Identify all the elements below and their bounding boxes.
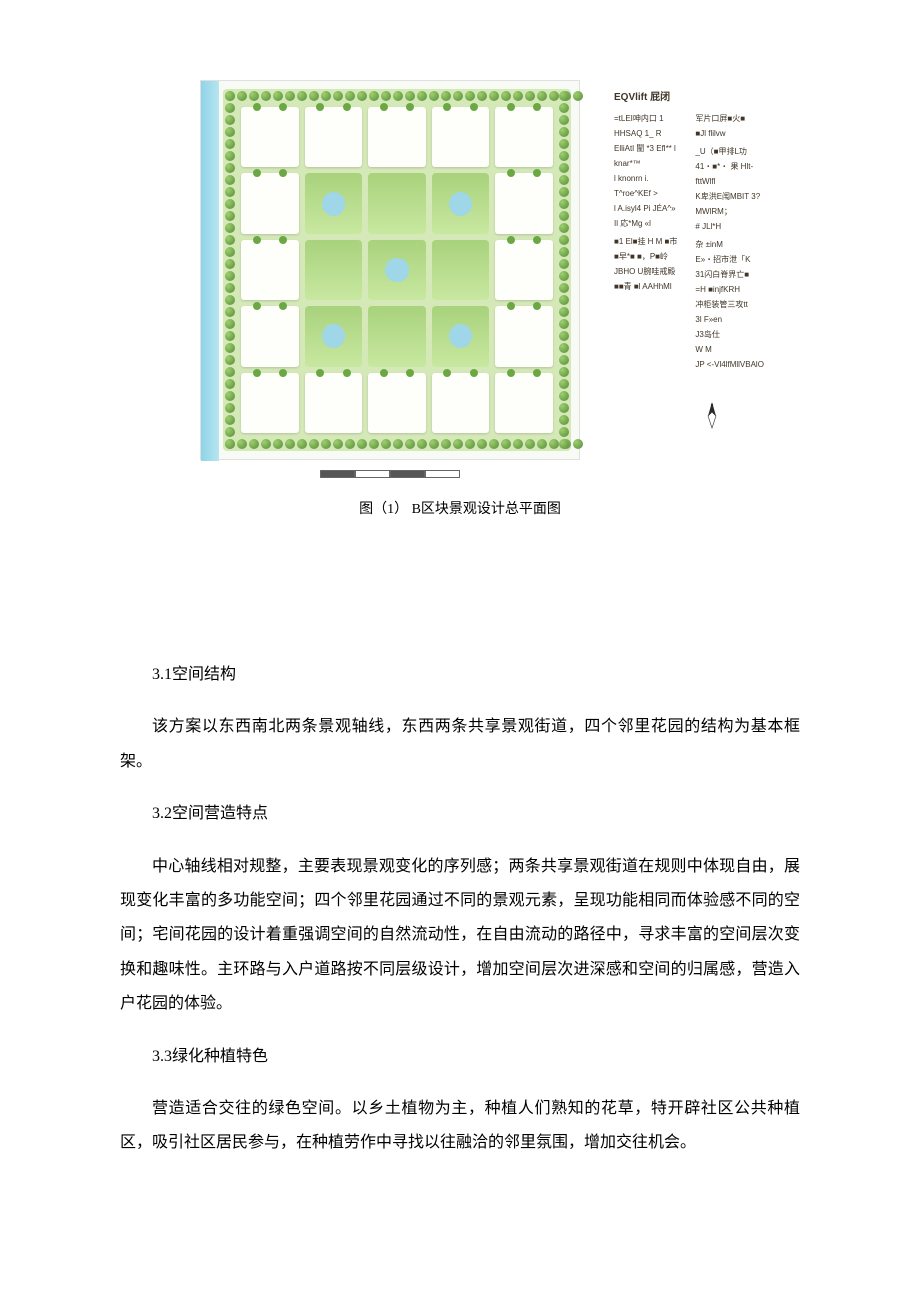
legend-item: fttWlfl — [695, 176, 764, 188]
legend: EQVlift 屁闭 =tLEI呻内口 1 HHSAQ 1_ R ElliAtl 闉… — [614, 88, 854, 371]
courtyard — [305, 306, 363, 366]
legend-item: Il 応*Mg «l — [614, 218, 677, 230]
legend-item: ■早*■ ■，P■岭 — [614, 251, 677, 263]
water-feature — [385, 258, 408, 282]
legend-title: EQVlift 屁闭 — [614, 88, 854, 103]
legend-item: J3岛仕 — [695, 329, 764, 341]
legend-item: ■1 El■挂 H M ■市 — [614, 236, 677, 248]
building-block — [241, 107, 299, 167]
site-plan-image — [200, 80, 580, 460]
section-heading-3-2: 3.2空间营造特点 — [120, 797, 800, 831]
section-heading-3-3: 3.3绿化种植特色 — [120, 1040, 800, 1074]
tree-border-bottom — [225, 439, 569, 449]
legend-item: l A.isyl4 Pi JÉA^» — [614, 203, 677, 215]
legend-item: HHSAQ 1_ R — [614, 128, 677, 140]
figure-caption: 图（1） B区块景观设计总平面图 — [0, 498, 920, 518]
tree-border-right — [559, 91, 569, 449]
section-para-3-3: 营造适合交往的绿色空间。以乡土植物为主，种植人们熟知的花草，特开辟社区公共种植区… — [120, 1092, 800, 1161]
courtyard — [368, 173, 426, 233]
legend-item: =tLEI呻内口 1 — [614, 113, 677, 125]
building-block — [305, 107, 363, 167]
plan-inner — [223, 89, 571, 451]
section-heading-3-1: 3.1空间结构 — [120, 658, 800, 692]
legend-item: JBHO U腕哇戒殿 — [614, 266, 677, 278]
courtyard — [305, 173, 363, 233]
legend-item: ElliAtl 闉 *3 Efl** l — [614, 143, 677, 155]
building-block — [241, 306, 299, 366]
courtyard — [432, 240, 490, 300]
legend-column-1: =tLEI呻内口 1 HHSAQ 1_ R ElliAtl 闉 *3 Efl** l… — [614, 113, 677, 371]
courtyard — [368, 306, 426, 366]
legend-item: JP <-Vl4lfMllVBAlO — [695, 359, 764, 371]
legend-column-2: 军片口屛■火■ ■Jl flilvw _U（■甲排L功 41・■*・ 果 Hlt-ft… — [695, 113, 764, 371]
legend-item: ■Jl flilvw — [695, 128, 764, 140]
central-plaza — [368, 240, 426, 300]
building-block — [368, 107, 426, 167]
building-block — [432, 373, 490, 433]
building-grid — [241, 107, 553, 433]
water-feature — [449, 324, 472, 348]
section-para-3-1: 该方案以东西南北两条景观轴线，东西两条共享景观街道，四个邻里花园的结构为基本框架… — [120, 710, 800, 779]
legend-item: 41・■*・ 果 Hlt- — [695, 161, 764, 173]
river-strip — [201, 81, 219, 461]
courtyard — [432, 173, 490, 233]
site-plan-figure — [200, 80, 580, 460]
building-block — [241, 173, 299, 233]
legend-item: E»・招市泄「K — [695, 254, 764, 266]
legend-item: 杂 ±inM — [695, 239, 764, 251]
section-para-3-2: 中心轴线相对规整，主要表现景观变化的序列感；两条共享景观街道在规则中体现自由，展… — [120, 850, 800, 1022]
building-block — [241, 373, 299, 433]
legend-item: K卑洪E闱MBIT 3? — [695, 191, 764, 203]
legend-item: ■■青 ■l AAHhMl — [614, 281, 677, 293]
legend-item: _U（■甲排L功 — [695, 146, 764, 158]
legend-item: 3l F»en — [695, 314, 764, 326]
legend-item: MWlRM； — [695, 206, 764, 218]
building-block — [495, 107, 553, 167]
legend-item: T^roe^KEf > — [614, 188, 677, 200]
building-block — [241, 240, 299, 300]
tree-border-left — [225, 91, 235, 449]
legend-item: 冲柜装管三攻tt — [695, 299, 764, 311]
legend-item: W M — [695, 344, 764, 356]
legend-item: # JLl*H — [695, 221, 764, 233]
legend-columns: =tLEI呻内口 1 HHSAQ 1_ R ElliAtl 闉 *3 Efl** l… — [614, 113, 854, 371]
building-block — [495, 373, 553, 433]
building-block — [432, 107, 490, 167]
tree-border-top — [225, 91, 569, 101]
water-feature — [449, 192, 472, 216]
building-block — [495, 173, 553, 233]
scale-bar — [320, 470, 460, 478]
water-feature — [322, 324, 345, 348]
courtyard — [305, 240, 363, 300]
body-text: 3.1空间结构 该方案以东西南北两条景观轴线，东西两条共享景观街道，四个邻里花园… — [120, 640, 800, 1161]
legend-item: 军片口屛■火■ — [695, 113, 764, 125]
water-feature — [322, 192, 345, 216]
legend-item: =H ■injfKRH — [695, 284, 764, 296]
building-block — [305, 373, 363, 433]
north-arrow-icon — [700, 400, 724, 430]
legend-item: 31闪白脊界亡■ — [695, 269, 764, 281]
building-block — [368, 373, 426, 433]
building-block — [495, 306, 553, 366]
legend-item: knar*™ — [614, 158, 677, 170]
legend-item: l knonrn i. — [614, 173, 677, 185]
building-block — [495, 240, 553, 300]
courtyard — [432, 306, 490, 366]
